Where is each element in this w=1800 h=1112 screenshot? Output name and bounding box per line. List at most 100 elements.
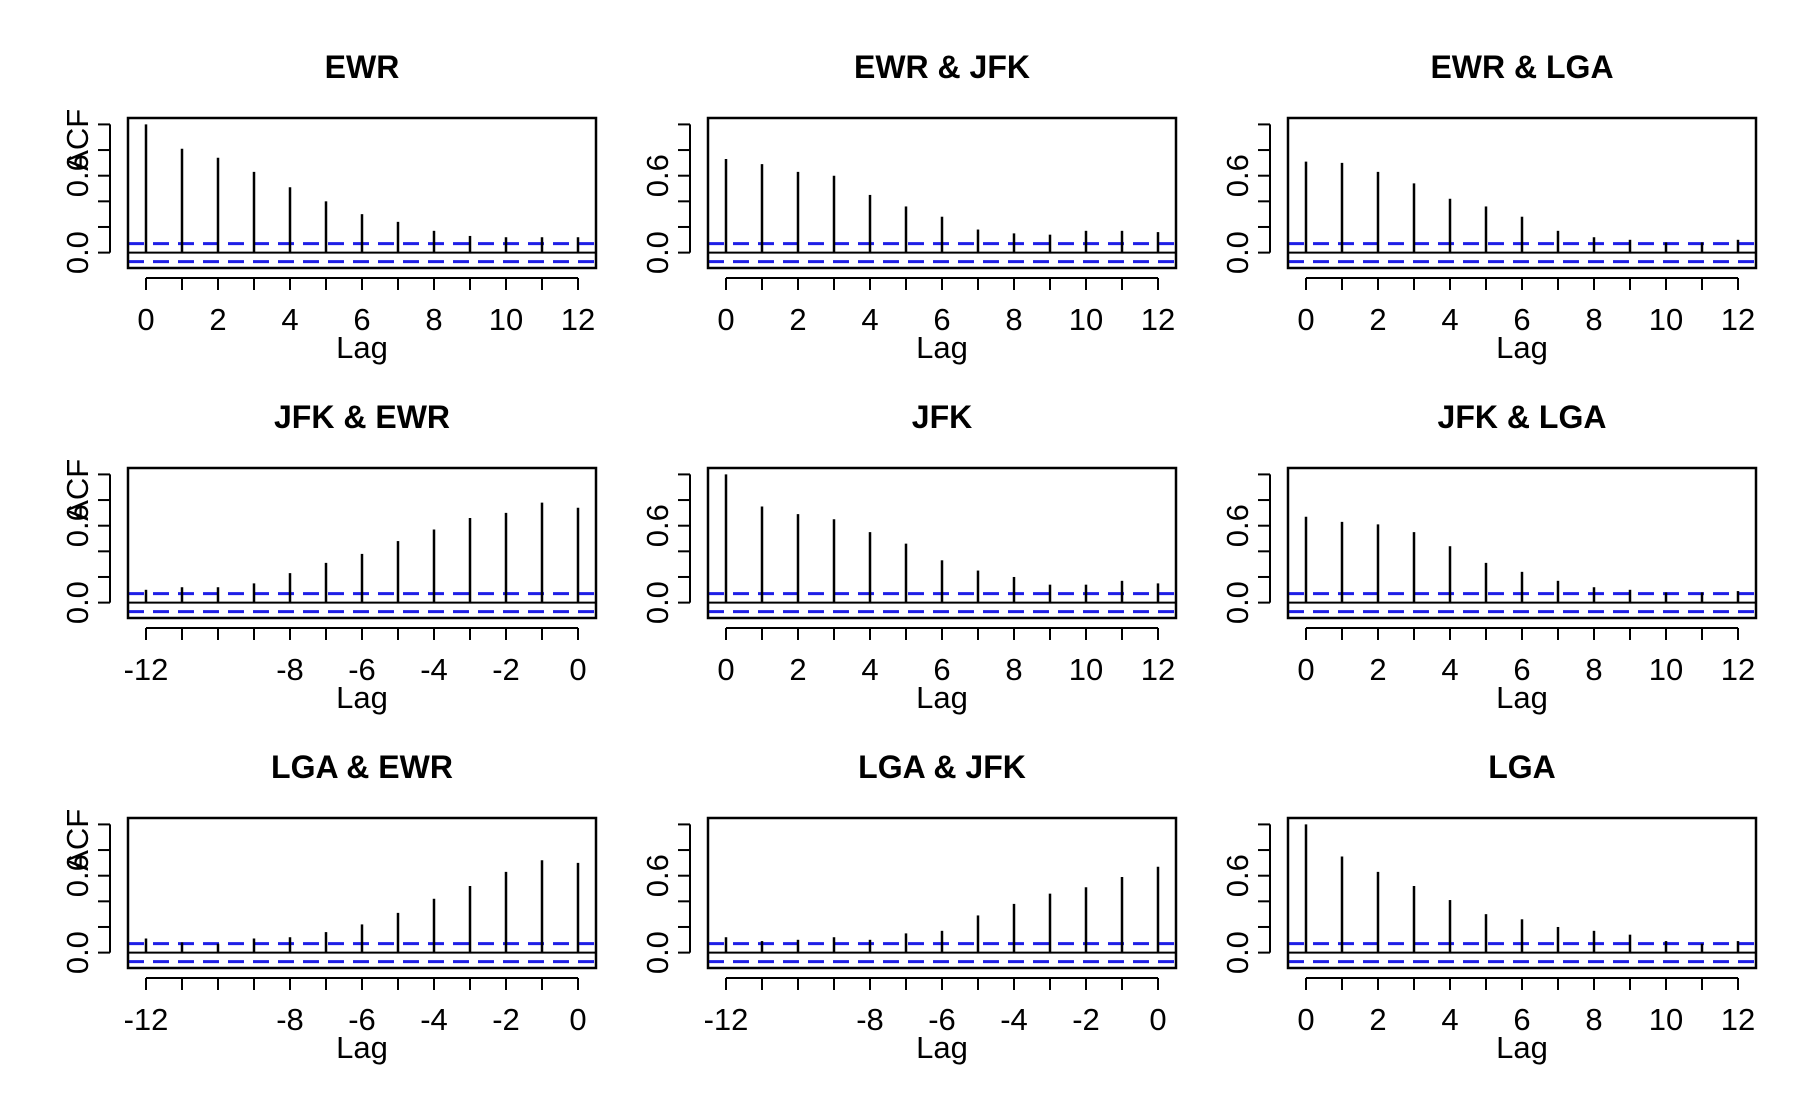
x-tick-label: 8 <box>425 302 442 337</box>
x-axis-label: Lag <box>916 1030 968 1065</box>
x-tick-label: 12 <box>561 302 595 337</box>
y-tick-label: 0.0 <box>640 231 675 274</box>
x-tick-label: 4 <box>281 302 298 337</box>
plot-frame <box>126 116 598 270</box>
x-axis-label: Lag <box>916 330 968 365</box>
x-tick-label: 0 <box>717 302 734 337</box>
y-axis-label: ACF <box>60 809 95 871</box>
x-tick-label: 6 <box>933 652 950 687</box>
x-tick-label: 0 <box>569 652 586 687</box>
x-tick-label: 4 <box>861 302 878 337</box>
x-tick-label: -4 <box>1000 1002 1028 1037</box>
x-tick-label: 2 <box>1369 652 1386 687</box>
x-tick-label: 10 <box>1069 652 1103 687</box>
panel-title: JFK & EWR <box>274 399 450 435</box>
x-axis-label: Lag <box>916 680 968 715</box>
panel-title: LGA & EWR <box>271 749 453 785</box>
x-tick-label: 10 <box>1069 302 1103 337</box>
x-tick-label: 6 <box>1513 1002 1530 1037</box>
x-tick-label: 12 <box>1721 302 1755 337</box>
plot-frame <box>1286 816 1758 970</box>
x-tick-label: 6 <box>1513 302 1530 337</box>
y-tick-label: 0.6 <box>60 504 95 547</box>
y-tick-label: 0.6 <box>640 154 675 197</box>
x-axis-label: Lag <box>336 680 388 715</box>
x-tick-label: -12 <box>124 1002 169 1037</box>
x-tick-label: 10 <box>1649 302 1683 337</box>
x-tick-label: 8 <box>1585 1002 1602 1037</box>
x-tick-label: 0 <box>1149 1002 1166 1037</box>
x-tick-label: 0 <box>137 302 154 337</box>
plot-frame <box>1286 116 1758 270</box>
y-tick-label: 0.6 <box>60 154 95 197</box>
x-tick-label: 10 <box>1649 652 1683 687</box>
acf-panel: LGA & JFK -12 -8 -6 -4 -2 0 Lag 0.0 0.6 <box>640 749 1178 1065</box>
x-tick-label: 8 <box>1585 302 1602 337</box>
x-tick-label: 0 <box>1297 302 1314 337</box>
acf-panel: EWR & LGA 0 2 4 6 8 10 12 Lag 0.0 0.6 <box>1220 49 1758 365</box>
x-tick-label: 8 <box>1585 652 1602 687</box>
x-tick-label: -2 <box>492 1002 520 1037</box>
x-tick-label: 2 <box>789 652 806 687</box>
x-axis-label: Lag <box>336 1030 388 1065</box>
x-tick-label: -8 <box>276 1002 304 1037</box>
y-tick-label: 0.0 <box>60 581 95 624</box>
x-tick-label: -12 <box>704 1002 749 1037</box>
plot-frame <box>706 816 1178 970</box>
acf-panel: JFK & LGA 0 2 4 6 8 10 12 Lag 0.0 0.6 <box>1220 399 1758 715</box>
y-tick-label: 0.0 <box>60 231 95 274</box>
acf-panel: JFK 0 2 4 6 8 10 12 Lag 0.0 0.6 <box>640 399 1178 715</box>
panel-title: JFK & LGA <box>1438 399 1607 435</box>
x-tick-label: 0 <box>1297 1002 1314 1037</box>
x-axis-label: Lag <box>1496 680 1548 715</box>
x-tick-label: 12 <box>1721 652 1755 687</box>
x-tick-label: 4 <box>1441 652 1458 687</box>
plot-frame <box>126 466 598 620</box>
y-tick-label: 0.6 <box>640 504 675 547</box>
x-tick-label: 10 <box>1649 1002 1683 1037</box>
x-tick-label: 8 <box>1005 302 1022 337</box>
plot-frame <box>1286 466 1758 620</box>
y-tick-label: 0.0 <box>640 581 675 624</box>
y-tick-label: 0.6 <box>1220 854 1255 897</box>
y-tick-label: 0.0 <box>1220 931 1255 974</box>
x-tick-label: 12 <box>1141 302 1175 337</box>
x-tick-label: 0 <box>717 652 734 687</box>
x-tick-label: 12 <box>1141 652 1175 687</box>
plot-frame <box>706 466 1178 620</box>
x-axis-label: Lag <box>1496 330 1548 365</box>
x-tick-label: 8 <box>1005 652 1022 687</box>
y-tick-label: 0.6 <box>1220 154 1255 197</box>
x-tick-label: 2 <box>789 302 806 337</box>
y-tick-label: 0.0 <box>60 931 95 974</box>
x-tick-label: -4 <box>420 1002 448 1037</box>
y-tick-label: 0.6 <box>60 854 95 897</box>
x-tick-label: 0 <box>569 1002 586 1037</box>
x-tick-label: -2 <box>1072 1002 1100 1037</box>
y-axis-label: ACF <box>60 459 95 521</box>
panel-title: EWR & LGA <box>1430 49 1613 85</box>
x-tick-label: 4 <box>1441 1002 1458 1037</box>
x-tick-label: 2 <box>1369 1002 1386 1037</box>
x-tick-label: -2 <box>492 652 520 687</box>
x-tick-label: -8 <box>276 652 304 687</box>
x-tick-label: 2 <box>209 302 226 337</box>
x-tick-label: 4 <box>1441 302 1458 337</box>
panel-title: LGA <box>1488 749 1556 785</box>
panel-title: EWR & JFK <box>854 49 1030 85</box>
y-tick-label: 0.0 <box>1220 231 1255 274</box>
y-tick-label: 0.0 <box>1220 581 1255 624</box>
x-axis-label: Lag <box>1496 1030 1548 1065</box>
x-tick-label: 2 <box>1369 302 1386 337</box>
acf-panel: EWR & JFK 0 2 4 6 8 10 12 Lag 0.0 0.6 <box>640 49 1178 365</box>
plot-frame <box>706 116 1178 270</box>
x-tick-label: -8 <box>856 1002 884 1037</box>
x-tick-label: -6 <box>348 1002 376 1037</box>
y-tick-label: 0.6 <box>1220 504 1255 547</box>
x-tick-label: 10 <box>489 302 523 337</box>
x-tick-label: 6 <box>1513 652 1530 687</box>
x-tick-label: -12 <box>124 652 169 687</box>
